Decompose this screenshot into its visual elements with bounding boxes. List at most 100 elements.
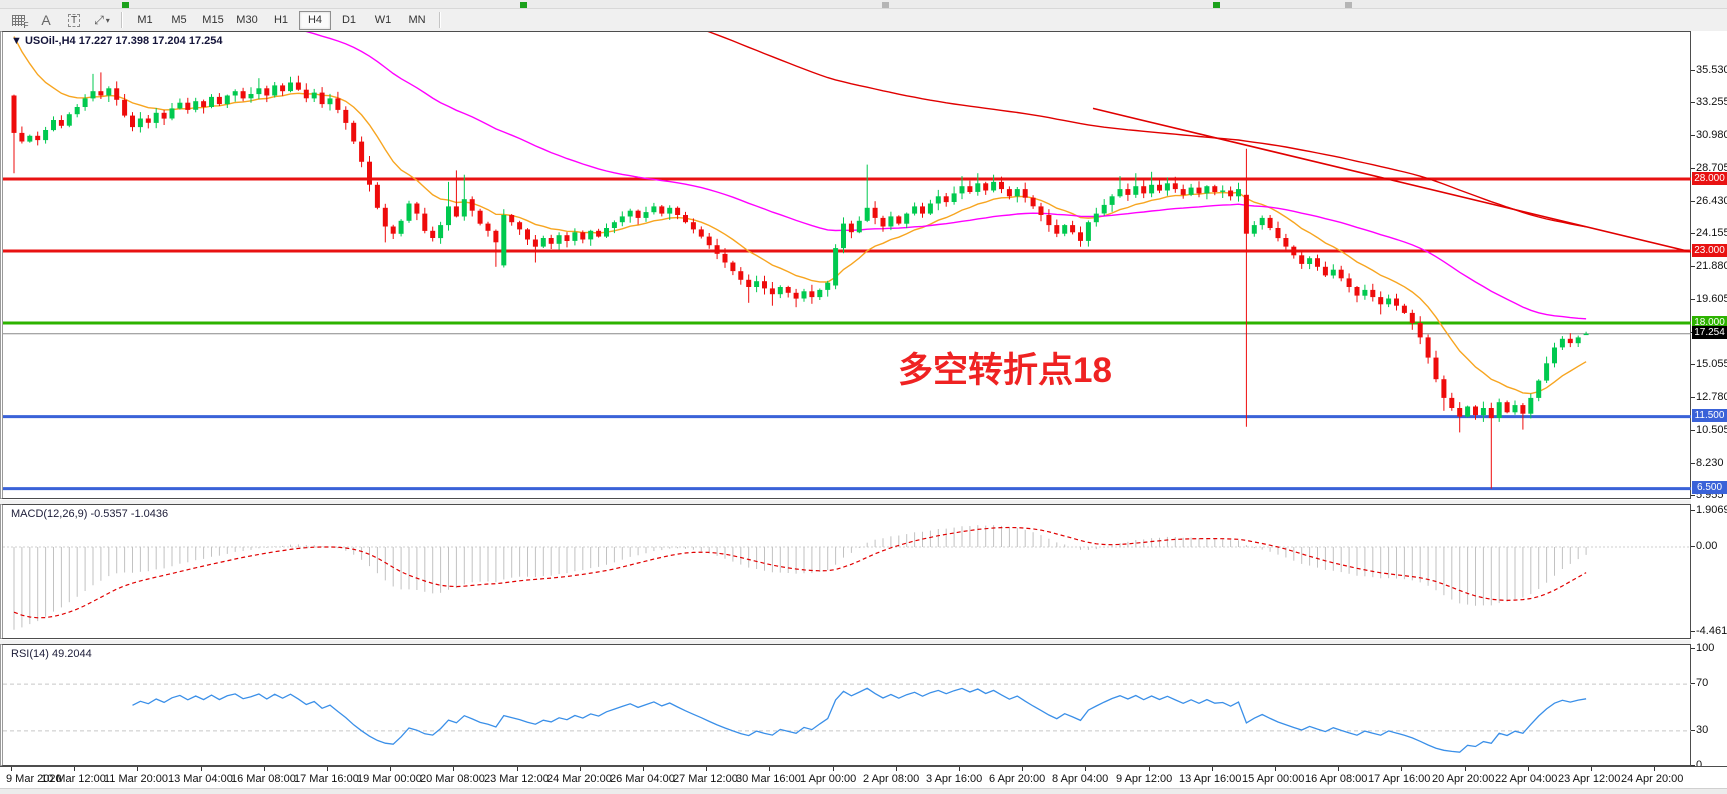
time-axis-label: 27 Mar 12:00 xyxy=(673,773,738,785)
time-axis[interactable]: 9 Mar 2020 10 Mar 12:00 11 Mar 20:00 13 Mar… xyxy=(0,766,1727,789)
price-tick xyxy=(1691,430,1695,431)
time-axis-label: 20 Apr 20:00 xyxy=(1432,773,1495,785)
arrow-tool-icon[interactable]: ⤢ ▾ xyxy=(94,12,110,27)
time-tick xyxy=(1085,767,1086,771)
time-tick xyxy=(1591,767,1592,771)
candlestick-chart-canvas[interactable] xyxy=(3,32,1691,498)
time-tick xyxy=(1212,767,1213,771)
time-axis-label: 13 Apr 16:00 xyxy=(1179,773,1242,785)
rsi-axis-label: 100 xyxy=(1696,642,1715,654)
time-tick xyxy=(1465,767,1466,771)
main-chart-panel[interactable]: ▼ USOil-,H4 17.227 17.398 17.204 17.254 xyxy=(0,31,1691,499)
time-tick xyxy=(643,767,644,771)
toolbar-fragment-icon xyxy=(882,2,889,8)
price-axis-label: 15.055 xyxy=(1696,358,1727,370)
price-badge-18.000: 18.000 xyxy=(1692,316,1727,329)
time-axis-label: 13 Mar 04:00 xyxy=(168,773,233,785)
time-tick xyxy=(74,767,75,771)
time-axis-label: 30 Mar 16:00 xyxy=(736,773,801,785)
time-axis-label: 20 Mar 08:00 xyxy=(420,773,485,785)
price-tick xyxy=(1691,102,1695,103)
price-axis[interactable]: 35.530 33.255 30.980 28.705 26.430 24.155 21.8… xyxy=(1691,31,1727,771)
price-tick xyxy=(1691,299,1695,300)
timeframe-button-m30[interactable]: M30 xyxy=(236,14,258,26)
price-tick xyxy=(1691,495,1695,496)
macd-indicator-panel[interactable]: MACD(12,26,9) -0.5357 -1.0436 xyxy=(0,504,1691,639)
time-tick xyxy=(769,767,770,771)
time-axis-label: 16 Mar 08:00 xyxy=(231,773,296,785)
macd-tick xyxy=(1691,546,1695,547)
time-axis-label: 16 Apr 08:00 xyxy=(1305,773,1368,785)
time-tick xyxy=(264,767,265,771)
price-axis-label: 26.430 xyxy=(1696,195,1727,207)
symbol-ohlc-title: ▼ USOil-,H4 17.227 17.398 17.204 17.254 xyxy=(11,35,223,47)
rsi-indicator-panel[interactable]: RSI(14) 49.2044 xyxy=(0,644,1691,766)
timeframe-button-m15[interactable]: M15 xyxy=(202,14,224,26)
price-tick xyxy=(1691,135,1695,136)
price-axis-label: 21.880 xyxy=(1696,260,1727,272)
fast-ma-line[interactable] xyxy=(13,36,1587,395)
time-tick xyxy=(1149,767,1150,771)
macd-label: MACD(12,26,9) -0.5357 -1.0436 xyxy=(11,508,169,520)
time-axis-label: 26 Mar 04:00 xyxy=(610,773,675,785)
time-axis-label: 19 Mar 00:00 xyxy=(357,773,422,785)
price-axis-label: 12.780 xyxy=(1696,391,1727,403)
timeframe-button-m5[interactable]: M5 xyxy=(171,14,187,26)
macd-signal-line xyxy=(13,526,1587,619)
timeframe-button-d1[interactable]: D1 xyxy=(341,14,357,26)
timeframe-button-w1[interactable]: W1 xyxy=(374,14,392,26)
chart-annotation-text: 多空转折点18 xyxy=(898,351,1112,390)
price-tick xyxy=(1691,70,1695,71)
macd-canvas[interactable] xyxy=(3,505,1691,638)
time-tick xyxy=(833,767,834,771)
time-tick xyxy=(327,767,328,771)
time-tick xyxy=(580,767,581,771)
toolbar-fragment-icon xyxy=(122,2,129,8)
price-axis-label: 10.505 xyxy=(1696,424,1727,436)
time-tick xyxy=(1022,767,1023,771)
rsi-tick xyxy=(1691,683,1695,684)
time-tick xyxy=(11,767,12,771)
price-badge-11.500: 11.500 xyxy=(1692,409,1727,422)
macd-axis-label: 1.9069 xyxy=(1696,504,1727,516)
toolbar-fragment-icon xyxy=(1213,2,1220,8)
price-badge-28.000: 28.000 xyxy=(1692,172,1727,185)
window-bottom-edge xyxy=(0,788,1727,794)
time-axis-label: 1 Apr 00:00 xyxy=(800,773,857,785)
time-axis-label: 23 Mar 12:00 xyxy=(484,773,549,785)
grid-tool-icon[interactable]: F xyxy=(5,10,31,30)
text-tool-icon[interactable]: T xyxy=(61,10,87,30)
time-tick xyxy=(896,767,897,771)
toolbar-fragment-icon xyxy=(1345,2,1352,8)
toolbar-separator xyxy=(121,12,123,28)
price-badge-17.254: 17.254 xyxy=(1692,326,1727,339)
rsi-canvas[interactable] xyxy=(3,645,1691,765)
time-axis-label: 11 Mar 20:00 xyxy=(104,773,169,785)
price-badge-23.000: 23.000 xyxy=(1692,244,1727,257)
price-axis-label: 28.705 xyxy=(1696,162,1727,174)
slow-ma-line[interactable] xyxy=(14,32,1587,228)
mid-ma-line[interactable] xyxy=(14,32,1587,320)
price-axis-label: 8.230 xyxy=(1696,457,1724,469)
time-axis-label: 3 Apr 16:00 xyxy=(926,773,983,785)
time-axis-label: 8 Apr 04:00 xyxy=(1052,773,1109,785)
timeframe-button-h1[interactable]: H1 xyxy=(273,14,289,26)
macd-tick xyxy=(1691,510,1695,511)
price-tick xyxy=(1691,266,1695,267)
rsi-axis-label: 70 xyxy=(1696,677,1709,689)
text-label-icon[interactable]: A xyxy=(41,12,51,28)
timeframe-button-mn[interactable]: MN xyxy=(408,14,426,26)
rsi-tick xyxy=(1691,730,1695,731)
time-axis-label: 17 Mar 16:00 xyxy=(294,773,359,785)
trendline[interactable] xyxy=(1092,107,1691,253)
time-axis-label: 15 Apr 00:00 xyxy=(1242,773,1305,785)
time-tick xyxy=(137,767,138,771)
timeframe-button-m1[interactable]: M1 xyxy=(137,14,153,26)
time-tick xyxy=(1401,767,1402,771)
timeframe-button-h4[interactable]: H4 xyxy=(299,10,331,30)
time-axis-label: 9 Apr 12:00 xyxy=(1116,773,1173,785)
rsi-tick xyxy=(1691,648,1695,649)
time-axis-label: 24 Apr 20:00 xyxy=(1621,773,1684,785)
time-tick xyxy=(201,767,202,771)
